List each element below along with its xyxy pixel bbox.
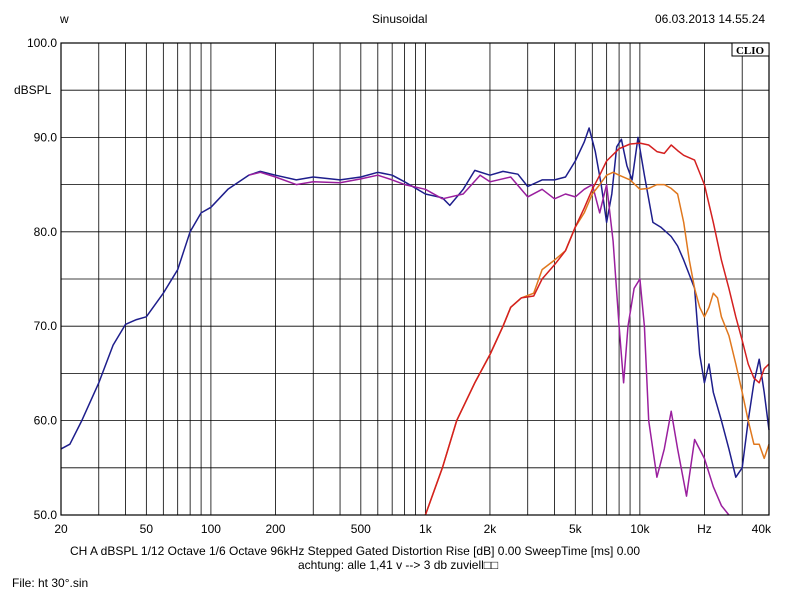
x-tick-label: 2k (484, 522, 498, 536)
x-tick-label: 100 (201, 522, 221, 536)
plot-frame (60, 42, 770, 516)
x-tick-label: 200 (265, 522, 285, 536)
clio-logo: CLIO (736, 45, 765, 57)
clio-logo-box (731, 42, 770, 57)
measurement-settings: CH A dBSPL 1/12 Octave 1/6 Octave 96kHz … (70, 544, 641, 558)
header-left-label: w (60, 12, 69, 26)
y-axis-label: dBSPL (14, 83, 52, 97)
series-line-2 (248, 171, 730, 516)
y-tick-label: 70.0 (34, 319, 58, 333)
x-tick-labels: 20 50 100 200 500 1k 2k 5k 10k Hz 40k (54, 522, 772, 536)
y-tick-label: 100.0 (27, 36, 57, 50)
measurement-note: achtung: alle 1,41 v --> 3 db zuviell□□ (298, 558, 499, 572)
x-tick-label: 10k (630, 522, 650, 536)
x-tick-label: 1k (419, 522, 433, 536)
grid (61, 43, 769, 515)
y-tick-labels: 100.0 90.0 80.0 70.0 60.0 50.0 (27, 36, 57, 522)
y-tick-label: 50.0 (34, 508, 58, 522)
chart-title: Sinusoidal (372, 12, 428, 26)
x-tick-label: 500 (351, 522, 371, 536)
timestamp: 06.03.2013 14.55.24 (655, 12, 766, 26)
x-tick-label: 20 (54, 522, 68, 536)
y-tick-label: 60.0 (34, 414, 58, 428)
series-line-4 (424, 142, 770, 516)
series-line-1 (60, 127, 770, 478)
x-tick-label: 40k (752, 522, 772, 536)
file-name: File: ht 30°.sin (12, 576, 89, 590)
x-tick-label: Hz (697, 522, 712, 536)
y-tick-label: 90.0 (34, 130, 58, 144)
series-line-3 (424, 171, 770, 516)
y-tick-label: 80.0 (34, 225, 58, 239)
x-tick-label: 50 (140, 522, 154, 536)
curves (60, 127, 770, 516)
x-tick-label: 5k (569, 522, 583, 536)
